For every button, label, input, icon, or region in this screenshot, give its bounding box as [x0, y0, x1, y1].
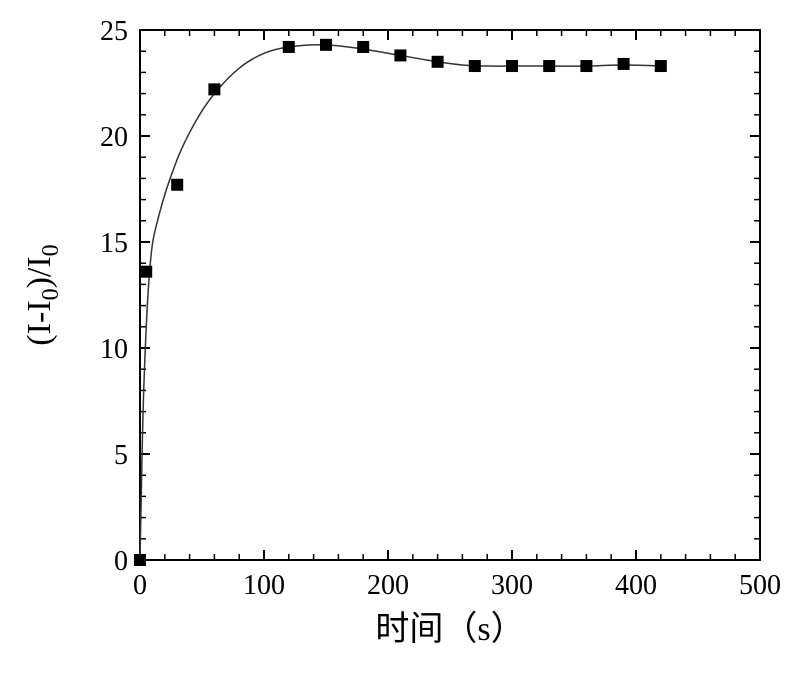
y-tick-label: 0 [114, 546, 128, 577]
data-marker [543, 60, 555, 72]
chart-container: 0 100 200 300 400 500 0 5 10 15 20 25 时间（s） (I-I0)/I0 [0, 0, 800, 677]
x-tick-label: 0 [133, 570, 147, 601]
x-tick-label: 300 [491, 570, 533, 601]
fit-curve [140, 45, 661, 560]
y-tick-label: 20 [100, 122, 128, 153]
y-tick-label: 5 [114, 440, 128, 471]
data-marker [655, 60, 667, 72]
data-marker [134, 554, 146, 566]
x-tick-label: 200 [367, 570, 409, 601]
plot-frame [140, 30, 760, 560]
x-tick-label: 400 [615, 570, 657, 601]
x-axis-label: 时间（s） [375, 610, 524, 648]
y-tick-label: 25 [100, 16, 128, 47]
data-marker [469, 60, 481, 72]
data-marker [394, 49, 406, 61]
data-marker [432, 56, 444, 68]
y-tick-label: 10 [100, 334, 128, 365]
x-tick-label: 100 [243, 570, 285, 601]
data-marker [171, 179, 183, 191]
x-tick-label: 500 [739, 570, 781, 601]
data-marker [580, 60, 592, 72]
y-axis-label: (I-I0)/I0 [21, 244, 64, 345]
data-marker [618, 58, 630, 70]
y-tick-label: 15 [100, 228, 128, 259]
data-marker [357, 41, 369, 53]
data-marker [283, 41, 295, 53]
chart-svg: 0 100 200 300 400 500 0 5 10 15 20 25 时间（s） (I-I0)/I0 [0, 0, 800, 677]
data-marker [506, 60, 518, 72]
data-marker [140, 266, 152, 278]
data-marker [320, 39, 332, 51]
data-marker [208, 83, 220, 95]
